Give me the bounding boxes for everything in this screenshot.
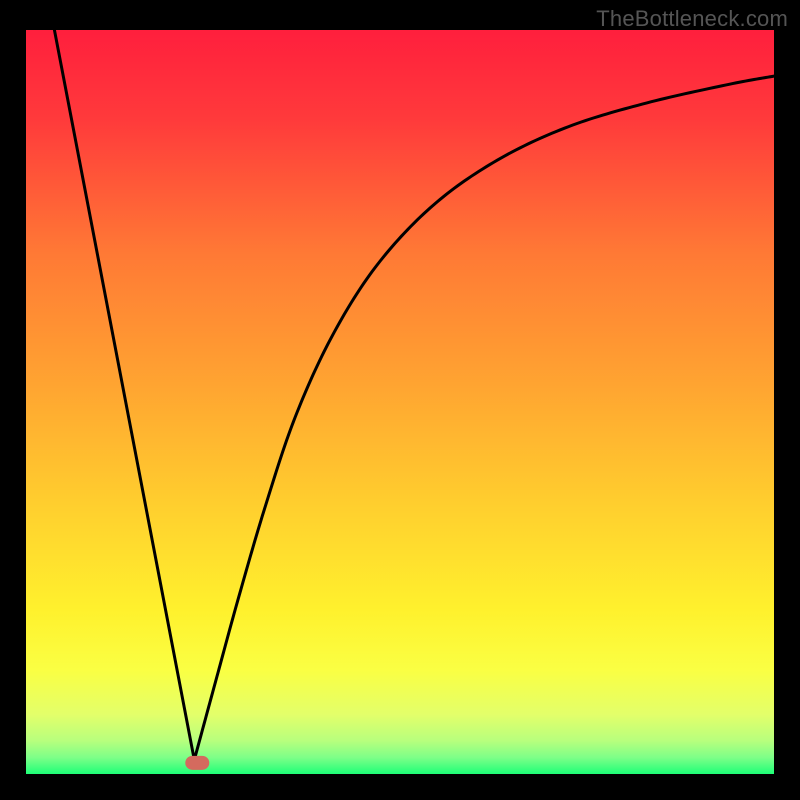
chart-background	[26, 30, 774, 774]
bottleneck-chart	[0, 0, 800, 800]
watermark-text: TheBottleneck.com	[596, 6, 788, 32]
chart-container: TheBottleneck.com	[0, 0, 800, 800]
notch-marker	[185, 756, 209, 770]
